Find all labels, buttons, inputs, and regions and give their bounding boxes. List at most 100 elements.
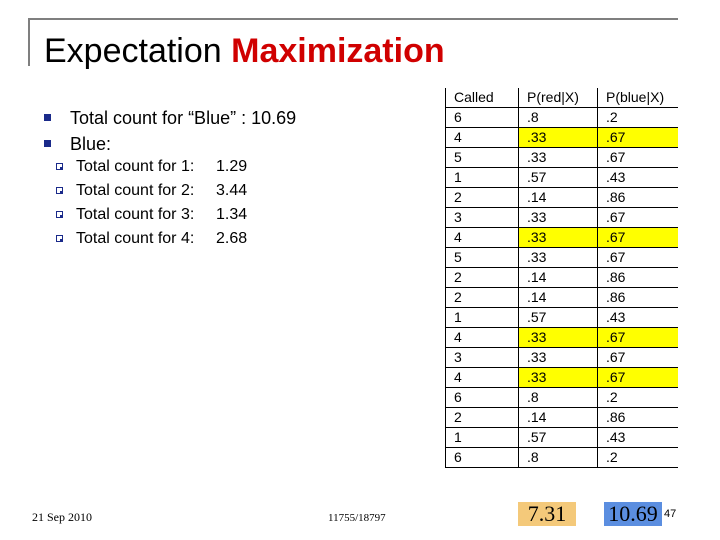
footer-course: 11755/18797: [328, 512, 386, 524]
cell-p-red: .33: [518, 347, 598, 368]
cell-called: 5: [445, 147, 519, 168]
cell-p-red: .57: [518, 307, 598, 328]
cell-called: 4: [445, 367, 519, 388]
cell-p-blue: .67: [597, 147, 678, 168]
cell-called: 4: [445, 327, 519, 348]
sub-bullet-value: 1.34: [216, 206, 248, 223]
cell-p-blue: .67: [597, 207, 678, 228]
table-row: 6.8.2: [445, 107, 678, 128]
sub-bullet-value: 1.29: [216, 158, 248, 175]
sum-red-box: 7.31: [518, 502, 576, 526]
slide-title: Expectation Maximization: [44, 32, 445, 71]
table-row: 1.57.43: [445, 427, 678, 448]
sub-bullet-item: Total count for 3: 1.34: [56, 205, 247, 229]
cell-p-red: .33: [518, 147, 598, 168]
sub-bullet-label: Total count for 3:: [76, 206, 195, 223]
cell-p-blue: .67: [597, 367, 678, 388]
cell-p-blue: .67: [597, 227, 678, 248]
table-row: 5.33.67: [445, 247, 678, 268]
cell-p-blue: .67: [597, 327, 678, 348]
cell-p-red: .57: [518, 167, 598, 188]
table-row: 6.8.2: [445, 447, 678, 468]
cell-called: 6: [445, 107, 519, 128]
sum-blue-box: 10.69: [604, 502, 662, 526]
footer-date: 21 Sep 2010: [32, 510, 92, 524]
sub-bullet-label: Total count for 2:: [76, 182, 195, 199]
bullet-list: Total count for “Blue” : 10.69 Blue:: [44, 108, 296, 160]
title-rule-top: [28, 18, 678, 20]
cell-p-red: .57: [518, 427, 598, 448]
cell-called: 4: [445, 127, 519, 148]
hollow-square-bullet-icon: [56, 187, 63, 194]
sub-bullet-value: 3.44: [216, 182, 248, 199]
square-bullet-icon: [44, 114, 51, 121]
table-row: 5.33.67: [445, 147, 678, 168]
sub-bullet-item: Total count for 2: 3.44: [56, 181, 247, 205]
bullet-text: Blue:: [70, 134, 112, 154]
cell-called: 1: [445, 427, 519, 448]
cell-p-red: .14: [518, 267, 598, 288]
table-row: 1.57.43: [445, 167, 678, 188]
cell-p-blue: .43: [597, 167, 678, 188]
cell-p-blue: .86: [597, 287, 678, 308]
cell-p-blue: .2: [597, 107, 678, 128]
table-row: 2.14.86: [445, 407, 678, 428]
cell-p-blue: .2: [597, 387, 678, 408]
probability-table: Called P(red|X) P(blue|X) 6.8.2 4.33.67 5.…: [445, 88, 678, 468]
header-p-blue: P(blue|X): [597, 88, 678, 108]
table-row: 1.57.43: [445, 307, 678, 328]
cell-p-blue: .43: [597, 307, 678, 328]
cell-p-blue: .67: [597, 247, 678, 268]
cell-p-red: .8: [518, 107, 598, 128]
table-row: 4.33.67: [445, 227, 678, 248]
table-header-row: Called P(red|X) P(blue|X): [445, 88, 678, 108]
cell-p-red: .33: [518, 127, 598, 148]
cell-p-blue: .67: [597, 347, 678, 368]
cell-called: 3: [445, 347, 519, 368]
header-called: Called: [445, 88, 519, 108]
cell-p-red: .8: [518, 387, 598, 408]
table-row: 3.33.67: [445, 347, 678, 368]
table-row: 2.14.86: [445, 267, 678, 288]
cell-p-red: .8: [518, 447, 598, 468]
title-rule-left: [28, 18, 30, 66]
cell-called: 5: [445, 247, 519, 268]
cell-called: 6: [445, 387, 519, 408]
cell-p-blue: .86: [597, 267, 678, 288]
cell-p-red: .14: [518, 187, 598, 208]
table-row: 4.33.67: [445, 127, 678, 148]
header-p-red: P(red|X): [518, 88, 598, 108]
sub-bullet-value: 2.68: [216, 230, 248, 247]
cell-p-red: .33: [518, 227, 598, 248]
cell-p-blue: .43: [597, 427, 678, 448]
sub-bullet-label: Total count for 1:: [76, 158, 195, 175]
cell-p-blue: .86: [597, 407, 678, 428]
cell-p-red: .33: [518, 367, 598, 388]
table-row: 2.14.86: [445, 287, 678, 308]
title-accent: Maximization: [231, 32, 445, 70]
sub-bullet-label: Total count for 4:: [76, 230, 195, 247]
cell-called: 1: [445, 307, 519, 328]
cell-called: 6: [445, 447, 519, 468]
cell-p-red: .33: [518, 327, 598, 348]
sub-bullet-item: Total count for 1: 1.29: [56, 157, 247, 181]
hollow-square-bullet-icon: [56, 235, 63, 242]
cell-called: 4: [445, 227, 519, 248]
table-row: 2.14.86: [445, 187, 678, 208]
sub-bullet-list: Total count for 1: 1.29 Total count for 2…: [56, 157, 247, 253]
table-row: 4.33.67: [445, 367, 678, 388]
bullet-item: Total count for “Blue” : 10.69: [44, 108, 296, 134]
cell-p-red: .33: [518, 207, 598, 228]
cell-p-red: .14: [518, 287, 598, 308]
title-plain: Expectation: [44, 32, 232, 70]
page-number: 47: [664, 508, 677, 520]
cell-called: 2: [445, 287, 519, 308]
table-row: 6.8.2: [445, 387, 678, 408]
table-body: 6.8.2 4.33.67 5.33.67 1.57.43 2.14.86 3.33.67…: [445, 107, 678, 468]
cell-p-red: .33: [518, 247, 598, 268]
cell-p-red: .14: [518, 407, 598, 428]
square-bullet-icon: [44, 140, 51, 147]
hollow-square-bullet-icon: [56, 211, 63, 218]
hollow-square-bullet-icon: [56, 163, 63, 170]
sub-bullet-item: Total count for 4: 2.68: [56, 229, 247, 253]
